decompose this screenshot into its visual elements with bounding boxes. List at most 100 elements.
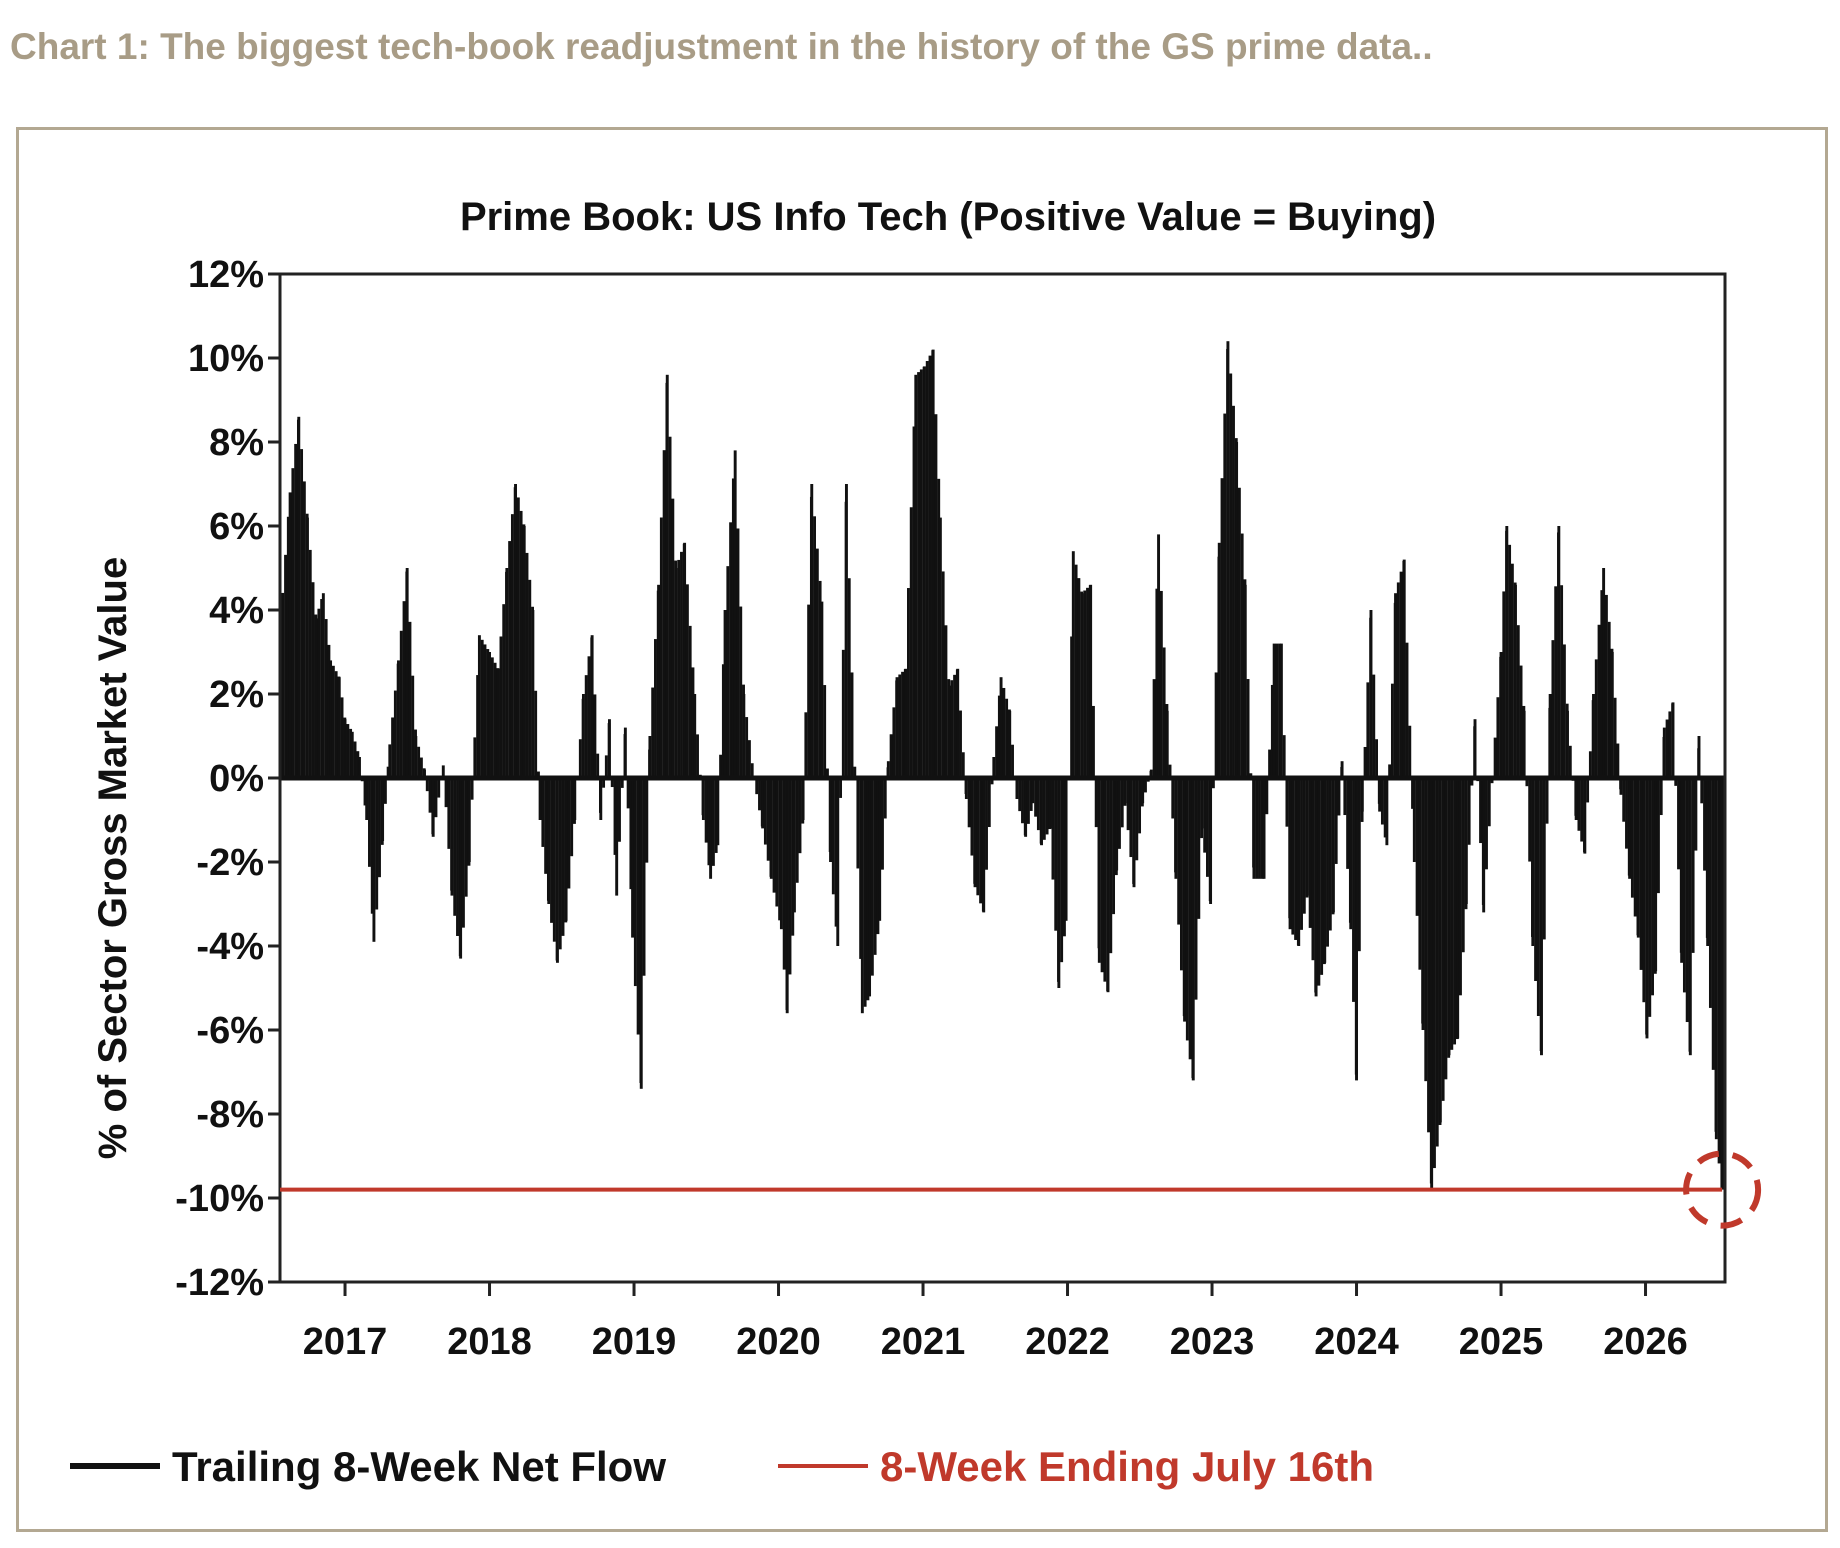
flow-bar [1680, 778, 1684, 963]
flow-bar [1450, 778, 1454, 1050]
flow-bar [1602, 568, 1606, 778]
flow-bar [904, 668, 908, 778]
flow-bar [847, 578, 851, 778]
chart-title: Prime Book: US Info Tech (Positive Value… [460, 195, 1436, 239]
flow-bar [1340, 761, 1344, 778]
flow-bar [447, 778, 451, 849]
flow-bar [1399, 571, 1403, 778]
y-tick-label: 8% [209, 422, 264, 464]
y-axis-label: % of Sector Gross Market Value [91, 557, 135, 1159]
flow-bar [1628, 778, 1632, 879]
flow-bar [709, 778, 713, 879]
flow-bar [1232, 405, 1235, 778]
legend-label-flow: Trailing 8-Week Net Flow [172, 1443, 666, 1490]
flow-bar [1685, 778, 1689, 1023]
flow-bar [1703, 778, 1707, 871]
flow-bar [726, 566, 730, 778]
flow-bar [1203, 778, 1207, 853]
flow-bar [791, 778, 795, 936]
flow-bar [459, 778, 463, 959]
flow-bar [337, 677, 341, 778]
flow-bar [1243, 584, 1247, 778]
flow-bar [516, 497, 520, 778]
chart-frame [16, 127, 1828, 1532]
flow-bar [853, 766, 857, 778]
flow-bar [889, 734, 893, 778]
flow-bar [1100, 778, 1104, 973]
flow-bar [1018, 778, 1022, 812]
flow-bar [1510, 563, 1514, 778]
flow-bar [1217, 542, 1221, 778]
flow-bar [1508, 544, 1512, 778]
flow-bar [1337, 778, 1341, 816]
flow-bar [1408, 725, 1412, 778]
flow-bar [1120, 778, 1124, 828]
flow-bar [934, 414, 938, 778]
flow-bar [691, 667, 695, 778]
flow-bar [1002, 687, 1006, 778]
flow-bar [1415, 778, 1419, 916]
flow-bar [836, 778, 840, 946]
flow-bar [425, 778, 429, 792]
flow-bar [428, 778, 432, 813]
x-tick-label: 2022 [1025, 1321, 1110, 1363]
flow-bar [1674, 778, 1678, 786]
flow-bar [1346, 778, 1350, 869]
flow-bar [602, 778, 606, 788]
flow-bar [1616, 743, 1620, 778]
flow-bar [1588, 751, 1592, 778]
flow-bar [850, 672, 854, 778]
flow-bar [1496, 697, 1500, 778]
flow-bar [1642, 778, 1646, 1003]
flow-bar [1297, 778, 1301, 946]
flow-bar [925, 361, 929, 778]
flow-bar [473, 737, 477, 778]
flow-bar [399, 630, 403, 778]
flow-bar [286, 516, 290, 778]
flow-bar [1493, 737, 1497, 778]
flow-bar [1272, 643, 1276, 778]
flow-bar [1625, 778, 1628, 849]
flow-bar [688, 625, 692, 778]
flow-bar [417, 746, 421, 778]
flow-bar [976, 778, 980, 896]
flow-bar [441, 765, 445, 778]
flow-bar [755, 778, 759, 795]
flow-bar [642, 778, 646, 976]
flow-bar [1255, 778, 1259, 879]
flow-bar [1505, 526, 1509, 778]
flow-bar [1435, 778, 1439, 1147]
flow-bar [1456, 778, 1460, 1039]
flow-bar [453, 778, 457, 916]
flow-bar [1659, 778, 1663, 816]
flow-bar [807, 604, 811, 778]
flow-bar [281, 592, 285, 778]
flow-bar [370, 778, 374, 914]
flow-bar [1226, 341, 1230, 778]
flow-bar [411, 675, 415, 778]
flow-bar [1305, 778, 1309, 896]
flow-bar [547, 778, 551, 904]
flow-bar [402, 601, 406, 778]
flow-bar [1554, 586, 1558, 778]
flow-bar [1372, 674, 1376, 778]
flow-bar [1123, 778, 1127, 804]
flow-bar [599, 778, 603, 820]
y-tick-label: 12% [188, 254, 264, 296]
flow-bar [729, 522, 733, 778]
flow-bar [1388, 764, 1392, 778]
flow-bar [499, 636, 503, 778]
flow-bar [1275, 643, 1279, 778]
flow-bar [1185, 778, 1189, 1041]
flow-bar [1396, 582, 1400, 778]
flow-bar [1720, 778, 1724, 1190]
flow-bar [1453, 778, 1457, 1045]
flow-bar [1390, 683, 1394, 778]
flow-bar [1691, 778, 1695, 953]
flow-bar [841, 649, 845, 778]
flow-bar [766, 778, 770, 861]
x-tick-label: 2021 [881, 1321, 966, 1363]
chart-caption: Chart 1: The biggest tech-book readjustm… [10, 26, 1433, 67]
flow-bar [834, 778, 838, 927]
flow-bar [886, 761, 890, 778]
